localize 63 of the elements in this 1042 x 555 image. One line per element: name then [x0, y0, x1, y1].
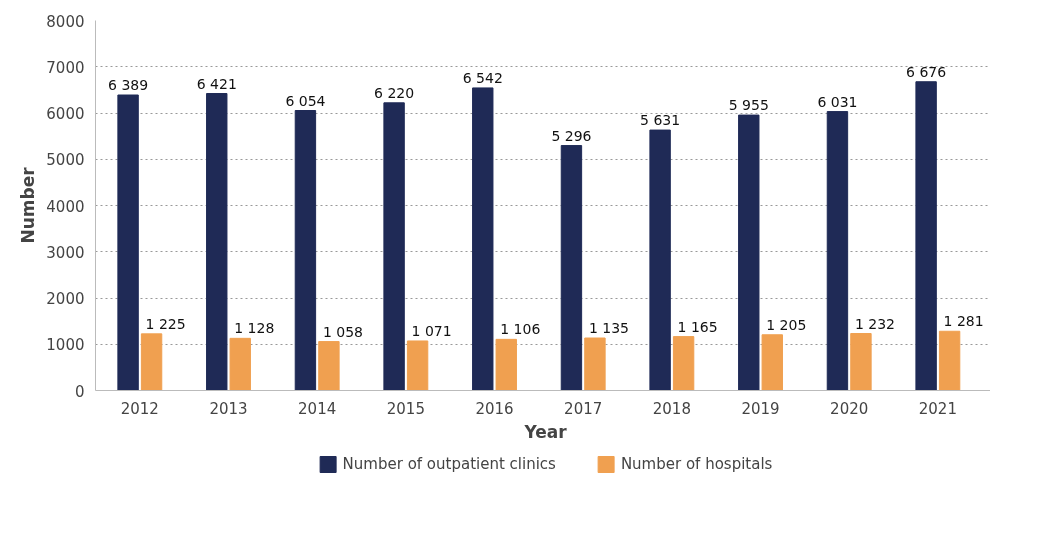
- y-tick-label: 6000: [46, 105, 85, 123]
- bar: [915, 81, 937, 391]
- bar: [850, 333, 872, 391]
- data-label: 1 225: [145, 315, 186, 332]
- data-label: 1 232: [854, 315, 895, 332]
- bar: [117, 94, 139, 391]
- bar: [229, 337, 251, 391]
- data-label: 6 542: [462, 69, 503, 86]
- y-tick-label: 1000: [46, 336, 85, 355]
- data-label: 6 421: [196, 75, 237, 92]
- bar: [938, 330, 961, 391]
- data-label: 1 058: [322, 323, 363, 340]
- bar: [140, 333, 163, 391]
- bar: [649, 129, 671, 391]
- x-tick-label: 2019: [741, 399, 780, 418]
- data-label: 1 128: [234, 320, 275, 337]
- bar: [584, 337, 606, 391]
- x-tick-label: 2016: [475, 399, 514, 418]
- y-tick-label: 4000: [46, 197, 85, 216]
- x-tick-label: 2018: [652, 399, 691, 418]
- data-label: 6 389: [108, 77, 149, 94]
- data-label: 6 031: [817, 93, 858, 110]
- data-label: 6 220: [374, 84, 415, 101]
- x-tick-label: 2015: [386, 399, 425, 418]
- data-label: 1 135: [588, 320, 629, 337]
- x-tick-label: 2012: [120, 399, 159, 418]
- x-tick-label: 2017: [564, 399, 603, 418]
- y-tick-label: 0: [74, 382, 85, 401]
- bar: [294, 110, 317, 391]
- x-axis-title: Year: [523, 421, 568, 442]
- bar: [560, 145, 583, 391]
- bar: [318, 341, 340, 391]
- data-label: 5 955: [728, 97, 769, 114]
- y-tick-label: 3000: [46, 243, 85, 262]
- bar: [206, 93, 228, 391]
- y-tick-label: 2000: [46, 290, 85, 308]
- y-tick-label: 5000: [46, 151, 85, 170]
- x-tick-label: 2020: [830, 399, 869, 418]
- y-tick-label: 8000: [46, 12, 85, 31]
- x-tick-label: 2013: [209, 399, 248, 418]
- x-tick-label: 2014: [298, 399, 337, 418]
- data-label: 6 054: [285, 92, 326, 109]
- data-label: 6 676: [906, 63, 947, 80]
- bar: [495, 338, 517, 391]
- bar: [672, 336, 695, 391]
- data-label: 1 281: [943, 313, 984, 330]
- data-label: 1 071: [411, 322, 452, 339]
- data-label: 1 165: [677, 318, 718, 335]
- bar: [761, 334, 783, 391]
- bar: [826, 111, 849, 391]
- data-label: 5 631: [640, 112, 681, 129]
- bar: [472, 87, 494, 391]
- data-label: 5 296: [551, 127, 592, 144]
- bar: [383, 102, 405, 391]
- x-tick-label: 2021: [918, 399, 957, 418]
- data-label: 1 205: [766, 316, 807, 333]
- y-tick-label: 7000: [46, 58, 85, 77]
- legend-label: Number of outpatient clinics: [342, 455, 556, 473]
- data-label: 1 106: [500, 321, 541, 338]
- bar: [406, 340, 429, 391]
- legend-label: Number of hospitals: [620, 455, 773, 473]
- y-axis-title: Number: [18, 166, 39, 244]
- bar: [738, 114, 760, 391]
